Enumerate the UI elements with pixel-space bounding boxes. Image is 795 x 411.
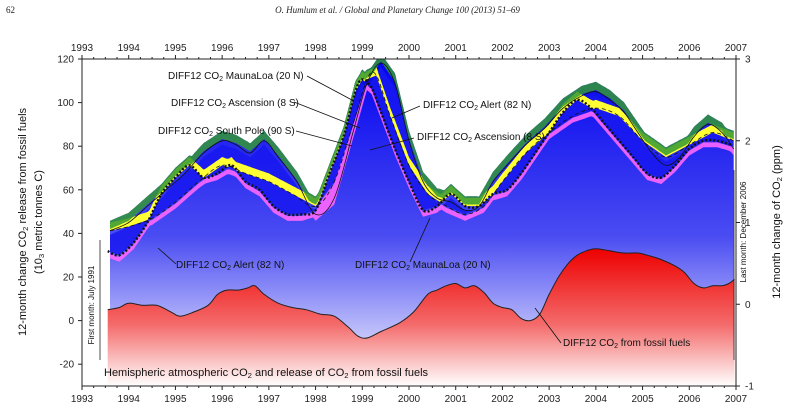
x-tick-label-top: 2007 bbox=[725, 43, 748, 54]
x-tick-label-top: 2004 bbox=[585, 43, 608, 54]
y-right-tick-label: 1 bbox=[745, 218, 751, 229]
annotation-leader bbox=[293, 101, 361, 129]
x-tick-label-top: 2006 bbox=[678, 43, 701, 54]
annotation-label: DIFF12 CO2 from fossil fuels bbox=[563, 338, 690, 350]
x-tick-label-top: 1995 bbox=[164, 43, 187, 54]
x-tick-label-top: 2000 bbox=[398, 43, 421, 54]
y-left-tick-label: 80 bbox=[63, 142, 75, 153]
annotation-leader bbox=[369, 137, 415, 151]
annotation-label: DIFF12 CO2 MaunaLoa (20 N) bbox=[168, 71, 304, 83]
station-core-band bbox=[110, 67, 734, 256]
annotation-leader bbox=[306, 75, 353, 101]
chart-title: Hemispheric atmospheric CO2 and release … bbox=[104, 367, 429, 380]
x-tick-label-bottom: 2006 bbox=[678, 394, 701, 405]
annotation-label: DIFF12 CO2 Ascension (8 S) bbox=[417, 132, 545, 144]
y-left-tick-label: -20 bbox=[60, 360, 75, 371]
last-month-label: Last month: December 2006 bbox=[739, 181, 748, 282]
x-tick-label-bottom: 1998 bbox=[304, 394, 327, 405]
y-left-tick-label: 20 bbox=[63, 273, 75, 284]
annotation-leader bbox=[295, 130, 353, 147]
x-tick-label-bottom: 2005 bbox=[631, 394, 654, 405]
x-tick-label-top: 1999 bbox=[351, 43, 374, 54]
y-left-tick-label: 40 bbox=[63, 229, 75, 240]
annotation-label: DIFF12 CO2 Alert (82 N) bbox=[423, 100, 531, 112]
x-tick-label-top: 1998 bbox=[304, 43, 327, 54]
journal-citation: O. Humlum et al. / Global and Planetary … bbox=[275, 5, 520, 15]
y-left-axis-title: 12-month change CO2 release from fossil … bbox=[17, 107, 30, 336]
y-right-tick-label: 2 bbox=[745, 136, 751, 147]
annotation-label: DIFF12 CO2 Alert (82 N) bbox=[176, 260, 284, 272]
x-tick-label-top: 2002 bbox=[491, 43, 514, 54]
y-left-axis-title-line2: (103 metric tonnes C) bbox=[33, 170, 46, 274]
annotation-leader bbox=[534, 307, 562, 344]
x-tick-label-top: 2003 bbox=[538, 43, 561, 54]
x-tick-label-bottom: 1993 bbox=[71, 394, 94, 405]
x-tick-label-top: 1993 bbox=[71, 43, 94, 54]
maunaloa-line bbox=[107, 78, 732, 257]
x-tick-label-bottom: 2001 bbox=[445, 394, 468, 405]
y-left-tick-label: 60 bbox=[63, 185, 75, 196]
station-low-band bbox=[110, 85, 734, 262]
annotation-label: DIFF12 CO2 Ascension (8 S) bbox=[171, 98, 299, 110]
x-tick-label-top: 1994 bbox=[118, 43, 141, 54]
x-tick-label-top: 1997 bbox=[258, 43, 281, 54]
x-tick-label-bottom: 1997 bbox=[258, 394, 281, 405]
annotation-label: DIFF12 CO2 South Pole (90 S) bbox=[158, 126, 295, 138]
x-tick-label-bottom: 1999 bbox=[351, 394, 374, 405]
x-tick-label-top: 1996 bbox=[211, 43, 234, 54]
x-tick-label-bottom: 2004 bbox=[585, 394, 608, 405]
x-tick-label-bottom: 1996 bbox=[211, 394, 234, 405]
y-right-tick-label: 0 bbox=[745, 300, 751, 311]
annotation-label: DIFF12 CO2 MaunaLoa (20 N) bbox=[355, 260, 491, 272]
fossil-fuel-area bbox=[107, 248, 735, 386]
annotation-leader bbox=[391, 105, 421, 119]
x-tick-label-top: 2005 bbox=[631, 43, 654, 54]
ascension-line bbox=[109, 71, 734, 232]
x-tick-label-bottom: 2002 bbox=[491, 394, 514, 405]
y-right-tick-label: 3 bbox=[745, 55, 751, 66]
x-tick-label-top: 2001 bbox=[445, 43, 468, 54]
y-left-tick-label: 0 bbox=[68, 316, 74, 327]
annotation-leader bbox=[409, 217, 431, 263]
y-right-axis-title: 12-month change of CO2 (ppm) bbox=[771, 145, 784, 298]
fossil-fuel-line bbox=[107, 248, 735, 339]
page-number: 62 bbox=[6, 5, 15, 15]
y-right-tick-label: -1 bbox=[745, 382, 754, 393]
first-month-label: First month: July 1991 bbox=[87, 265, 96, 344]
annotation-leader bbox=[157, 247, 177, 265]
y-left-tick-label: 120 bbox=[57, 55, 74, 66]
y-left-tick-label: 100 bbox=[57, 98, 74, 109]
x-tick-label-bottom: 2003 bbox=[538, 394, 561, 405]
x-tick-label-bottom: 1995 bbox=[164, 394, 187, 405]
x-tick-label-bottom: 2007 bbox=[725, 394, 748, 405]
x-tick-label-bottom: 1994 bbox=[118, 394, 141, 405]
alert-line bbox=[109, 62, 735, 232]
x-tick-label-bottom: 2000 bbox=[398, 394, 421, 405]
